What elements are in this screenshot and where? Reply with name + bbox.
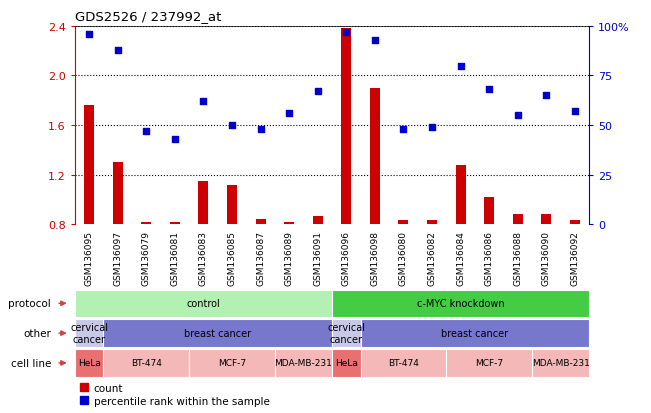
Bar xyxy=(541,215,551,225)
Point xyxy=(541,93,551,100)
Bar xyxy=(361,320,589,347)
Legend: count, percentile rank within the sample: count, percentile rank within the sample xyxy=(80,383,270,406)
Bar xyxy=(141,222,151,225)
Bar xyxy=(113,163,123,225)
Bar xyxy=(75,349,104,377)
Point xyxy=(427,124,437,131)
Bar xyxy=(513,215,523,225)
Point xyxy=(512,113,523,119)
Point xyxy=(255,126,266,133)
Text: GDS2526 / 237992_at: GDS2526 / 237992_at xyxy=(75,10,221,23)
Bar xyxy=(332,290,589,317)
Point xyxy=(284,111,294,117)
Text: control: control xyxy=(187,299,220,309)
Text: BT-474: BT-474 xyxy=(131,358,161,368)
Text: breast cancer: breast cancer xyxy=(441,328,508,338)
Point xyxy=(398,126,409,133)
Point xyxy=(570,109,580,115)
Bar xyxy=(484,197,494,225)
Bar xyxy=(256,220,266,225)
Text: cervical
cancer: cervical cancer xyxy=(70,323,108,344)
Bar xyxy=(427,221,437,225)
Text: c-MYC knockdown: c-MYC knockdown xyxy=(417,299,505,309)
Bar xyxy=(341,29,352,225)
Point xyxy=(484,87,494,93)
Bar xyxy=(447,349,532,377)
Bar xyxy=(189,349,275,377)
Bar xyxy=(199,181,208,225)
Bar xyxy=(227,185,237,225)
Text: HeLa: HeLa xyxy=(77,358,101,368)
Bar xyxy=(284,222,294,225)
Bar xyxy=(332,349,361,377)
Text: MDA-MB-231: MDA-MB-231 xyxy=(275,358,333,368)
Point xyxy=(141,128,152,135)
Text: cervical
cancer: cervical cancer xyxy=(327,323,365,344)
Text: BT-474: BT-474 xyxy=(388,358,419,368)
Point xyxy=(312,89,323,95)
Bar xyxy=(361,349,447,377)
Text: cell line: cell line xyxy=(10,358,51,368)
Text: MCF-7: MCF-7 xyxy=(218,358,246,368)
Point xyxy=(170,136,180,143)
Bar xyxy=(170,222,180,225)
Bar xyxy=(570,221,580,225)
Bar xyxy=(532,349,589,377)
Text: other: other xyxy=(23,328,51,338)
Bar xyxy=(275,349,332,377)
Bar xyxy=(332,320,361,347)
Point xyxy=(84,31,94,38)
Bar xyxy=(312,216,323,225)
Point xyxy=(227,122,237,129)
Text: breast cancer: breast cancer xyxy=(184,328,251,338)
Point xyxy=(113,47,123,54)
Text: MCF-7: MCF-7 xyxy=(475,358,503,368)
Point xyxy=(456,63,466,70)
Point xyxy=(370,38,380,44)
Bar xyxy=(75,320,104,347)
Bar xyxy=(84,106,94,225)
Bar xyxy=(370,89,380,225)
Bar xyxy=(104,349,189,377)
Bar xyxy=(75,290,332,317)
Point xyxy=(341,29,352,36)
Text: protocol: protocol xyxy=(8,299,51,309)
Bar xyxy=(104,320,332,347)
Bar xyxy=(398,221,408,225)
Text: MDA-MB-231: MDA-MB-231 xyxy=(532,358,590,368)
Text: HeLa: HeLa xyxy=(335,358,358,368)
Point xyxy=(198,99,208,105)
Bar xyxy=(456,165,465,225)
